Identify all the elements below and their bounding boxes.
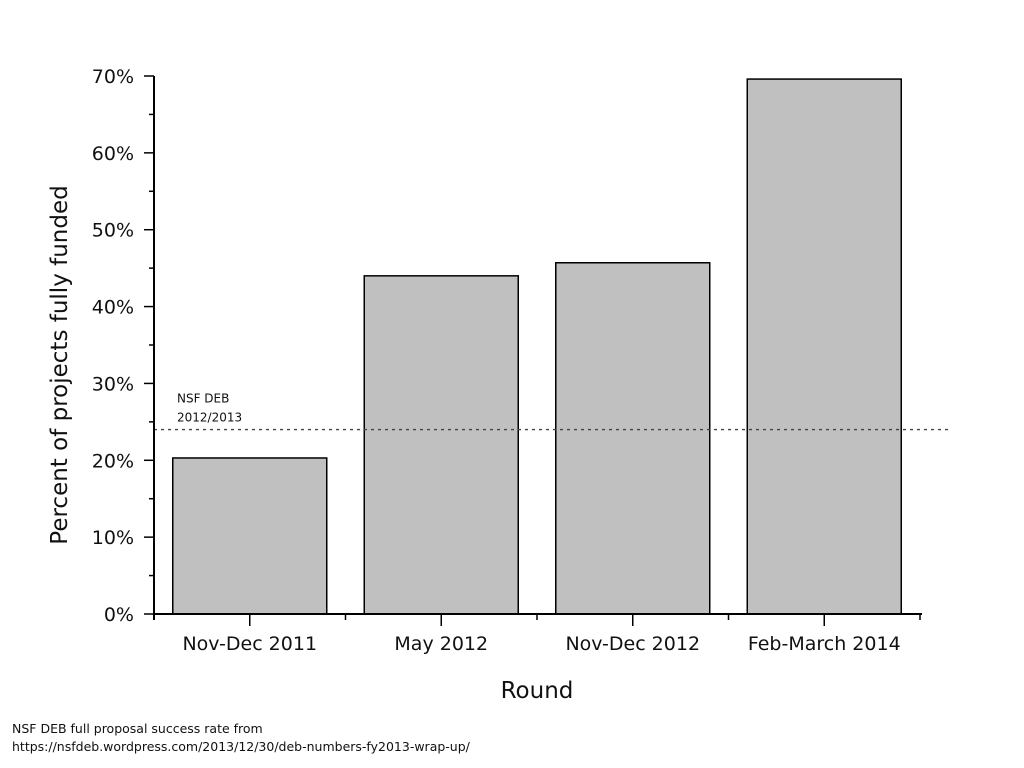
bar-2 (363, 275, 519, 615)
x-tick-label: Feb-March 2014 (748, 633, 901, 655)
y-tick-label: 30% (92, 373, 134, 395)
x-tick-label: Nov-Dec 2011 (182, 633, 317, 655)
source-footnote: NSF DEB full proposal success rate from … (12, 720, 470, 756)
x-tick-label: Nov-Dec 2012 (565, 633, 700, 655)
x-tick-label: May 2012 (394, 633, 488, 655)
y-tick-label: 10% (92, 527, 134, 549)
x-ticks-group: Nov-Dec 2011 May 2012 Nov-Dec 2012 Feb-Marc… (153, 614, 921, 655)
y-axis-label: Percent of projects fully funded (47, 185, 73, 544)
bar-1 (172, 457, 328, 615)
y-tick-label: 40% (92, 297, 134, 319)
footnote-line-1: NSF DEB full proposal success rate from (12, 721, 263, 736)
bar-chart: NSF DEB 2012/2013 0% 10% 20% 30% 40% 50% 60% 70%… (47, 66, 950, 704)
reference-line-group: NSF DEB 2012/2013 (154, 392, 950, 431)
reference-label-line-1: NSF DEB (177, 392, 229, 406)
y-tick-label: 0% (104, 604, 134, 626)
y-tick-label: 20% (92, 450, 134, 472)
x-axis-label: Round (501, 678, 574, 704)
y-ticks-group: 0% 10% 20% 30% 40% 50% 60% 70% (92, 66, 154, 626)
bar-4 (746, 78, 902, 615)
bars-group (172, 78, 902, 615)
y-tick-label: 70% (92, 66, 134, 88)
bar-3 (555, 262, 711, 615)
y-tick-label: 50% (92, 220, 134, 242)
y-tick-label: 60% (92, 143, 134, 165)
reference-label-line-2: 2012/2013 (177, 411, 242, 425)
footnote-url: https://nsfdeb.wordpress.com/2013/12/30/… (12, 739, 470, 754)
